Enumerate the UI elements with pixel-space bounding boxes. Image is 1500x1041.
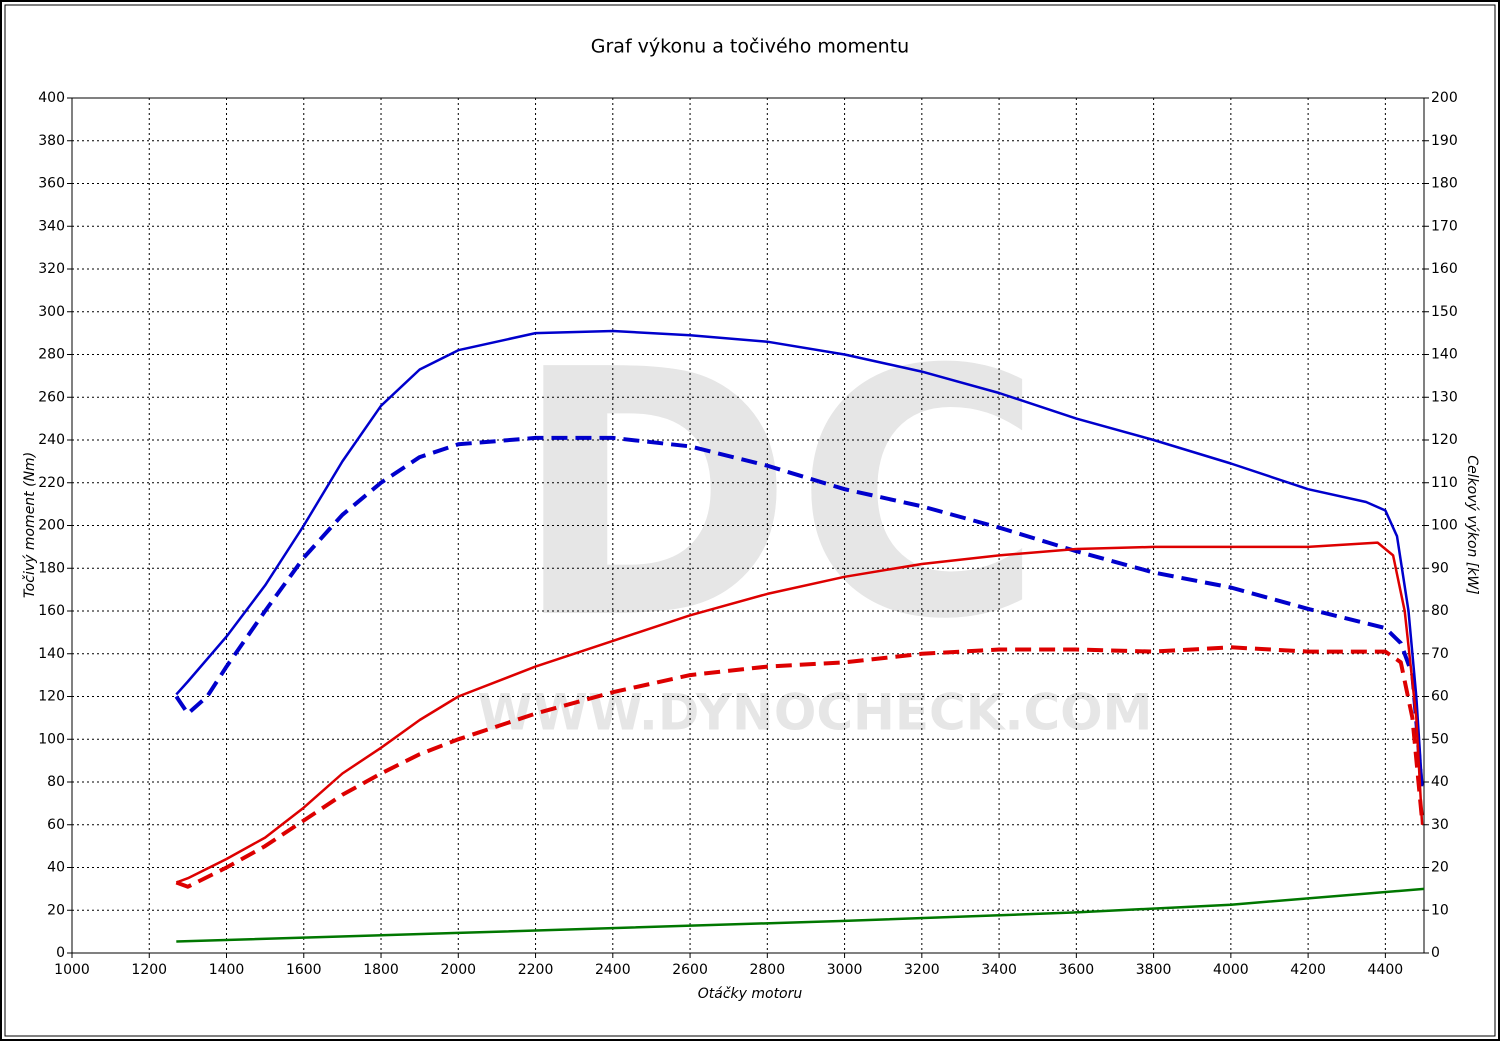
y2-tick-label: 180: [1431, 176, 1458, 192]
y-tick-label: 200: [38, 518, 65, 534]
y2-tick-label: 30: [1431, 817, 1449, 833]
x-tick-label: 1600: [286, 962, 322, 978]
watermark: DC WWW.DYNOCHECK.COM: [478, 298, 1153, 742]
y-tick-label: 360: [38, 176, 65, 192]
y2-tick-label: 50: [1431, 731, 1449, 747]
y-tick-label: 340: [38, 218, 65, 234]
x-tick-label: 4400: [1368, 962, 1404, 978]
y2-tick-label: 190: [1431, 133, 1458, 149]
x-tick-label: 3000: [827, 962, 863, 978]
x-tick-label: 2600: [672, 962, 708, 978]
watermark-url: WWW.DYNOCHECK.COM: [478, 684, 1153, 742]
y2-tick-label: 20: [1431, 860, 1449, 876]
series-line: [175, 541, 1424, 884]
x-tick-label: 2400: [595, 962, 631, 978]
y2-tick-label: 70: [1431, 646, 1449, 662]
y-tick-label: 260: [38, 389, 65, 405]
y2-tick-label: 160: [1431, 261, 1458, 277]
x-tick-label: 2800: [749, 962, 785, 978]
series-line: [175, 329, 1424, 787]
y-tick-label: 240: [38, 432, 65, 448]
y2-tick-label: 110: [1431, 475, 1458, 491]
y2-tick-label: 130: [1431, 389, 1458, 405]
x-axis-label: Otáčky motoru: [698, 986, 803, 1002]
inner-frame: [4, 4, 1496, 1037]
series-line: [174, 435, 1425, 791]
y-tick-label: 300: [38, 304, 65, 320]
y-tick-label: 380: [38, 133, 65, 149]
y-tick-label: 120: [38, 689, 65, 705]
x-tick-label: 4000: [1213, 962, 1249, 978]
y-tick-label: 180: [38, 560, 65, 576]
y2-tick-label: 80: [1431, 603, 1449, 619]
chart-title: Graf výkonu a točivého momentu: [591, 36, 909, 58]
y2-tick-label: 140: [1431, 347, 1458, 363]
y2-tick-label: 90: [1431, 560, 1449, 576]
x-tick-label: 4200: [1290, 962, 1326, 978]
x-tick-label: 3200: [904, 962, 940, 978]
y-tick-label: 20: [47, 902, 65, 918]
y-tick-label: 40: [47, 860, 65, 876]
series-line: [176, 887, 1425, 943]
y-tick-label: 320: [38, 261, 65, 277]
y-tick-label: 400: [38, 90, 65, 106]
y2-tick-label: 60: [1431, 689, 1449, 705]
y2-tick-label: 10: [1431, 902, 1449, 918]
y-tick-label: 100: [38, 731, 65, 747]
x-tick-label: 2200: [518, 962, 554, 978]
y-tick-label: 160: [38, 603, 65, 619]
y2-axis-label: Celkový výkon [kW]: [1464, 455, 1480, 594]
y-tick-label: 220: [38, 475, 65, 491]
plot-area: [71, 97, 1425, 954]
watermark-logo: DC: [512, 298, 1044, 694]
x-tick-label: 3400: [981, 962, 1017, 978]
y-tick-label: 80: [47, 774, 65, 790]
y2-tick-label: 120: [1431, 432, 1458, 448]
x-tick-label: 3600: [1059, 962, 1095, 978]
y2-tick-label: 200: [1431, 90, 1458, 106]
y-tick-label: 140: [38, 646, 65, 662]
y-tick-label: 60: [47, 817, 65, 833]
y2-tick-label: 150: [1431, 304, 1458, 320]
x-tick-label: 1800: [363, 962, 399, 978]
y2-tick-label: 40: [1431, 774, 1449, 790]
x-tick-label: 1400: [209, 962, 245, 978]
y2-tick-label: 170: [1431, 218, 1458, 234]
y-axis-label: Točivý moment (Nm): [22, 452, 38, 598]
y-tick-label: 280: [38, 347, 65, 363]
y2-tick-label: 0: [1431, 945, 1440, 961]
x-tick-label: 2000: [440, 962, 476, 978]
x-tick-label: 1000: [54, 962, 90, 978]
x-tick-label: 1200: [131, 962, 167, 978]
y-tick-label: 0: [56, 945, 65, 961]
x-tick-label: 3800: [1136, 962, 1172, 978]
y2-tick-label: 100: [1431, 518, 1458, 534]
series-line: [175, 645, 1425, 889]
